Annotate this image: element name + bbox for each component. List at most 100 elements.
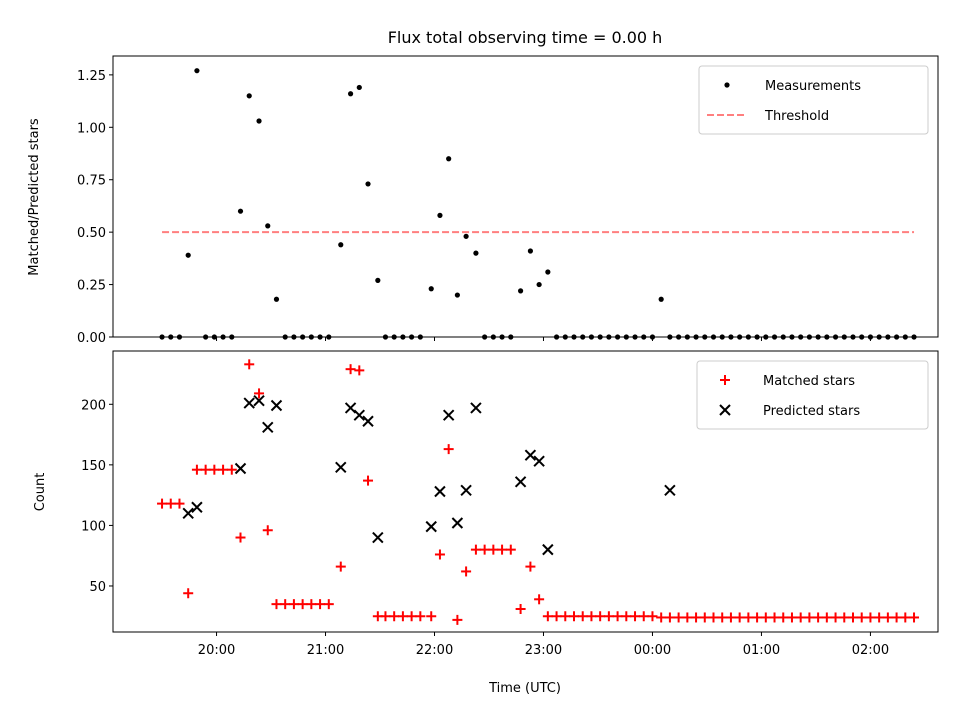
measurement-point [338, 242, 344, 248]
matched-star-marker [165, 498, 176, 509]
bottom-x-tick-label: 23:00 [525, 643, 562, 658]
legend-entry-label: Predicted stars [763, 404, 860, 419]
matched-star-marker [534, 594, 545, 605]
matched-star-marker [743, 612, 754, 623]
marker-stroke [533, 455, 545, 467]
matched-star-marker [603, 611, 614, 622]
matched-star-marker [226, 464, 237, 475]
matched-star-marker [909, 612, 920, 623]
matched-star-marker [778, 612, 789, 623]
top-axes: 0.00 0.25 0.50 0.75 1.00 1.25 Measurements Thre… [77, 55, 939, 346]
measurement-point [841, 334, 847, 340]
measurement-point [789, 334, 795, 340]
predicted-star-marker [344, 402, 357, 414]
predicted-star-marker [253, 394, 265, 407]
predicted-star-marker [442, 409, 455, 421]
measurement-point [771, 334, 778, 340]
matched-star-marker [708, 612, 719, 623]
predicted-star-marker [460, 484, 472, 496]
matched-star-marker [725, 612, 736, 623]
matched-star-marker [254, 388, 265, 399]
measurement-point [237, 208, 244, 214]
matched-star-marker [426, 611, 437, 622]
marker-stroke [262, 421, 274, 434]
measurement-point [536, 281, 542, 288]
matched-star-marker [891, 612, 902, 623]
measurement-point [300, 334, 306, 340]
bottom-axes: 50 100 150 200 20:00 21:00 22:00 23:00 00:00 01:0… [81, 350, 939, 658]
matched-star-marker [551, 611, 562, 622]
predicted-star-marker [362, 415, 374, 427]
matched-star-marker [821, 612, 832, 623]
marker-stroke [362, 415, 374, 427]
measurement-point [246, 93, 252, 99]
bottom-x-tick-label: 21:00 [307, 643, 344, 658]
matched-star-marker [699, 612, 710, 623]
measurement-point [211, 334, 217, 340]
bottom-y-tick-label: 200 [81, 398, 106, 413]
legend-box [698, 65, 929, 135]
matched-star-marker [568, 611, 579, 622]
marker-stroke [451, 517, 464, 529]
measurement-point [876, 334, 882, 340]
x-axis-label: Time (UTC) [488, 681, 561, 696]
top-y-tick-label: 1.25 [77, 69, 106, 84]
measurement-point [780, 334, 786, 340]
matched-star-marker [515, 603, 526, 614]
measurement-point [684, 334, 690, 340]
matched-star-marker [847, 612, 858, 623]
measurement-point [867, 334, 874, 340]
measurement-point [517, 288, 524, 294]
matched-star-marker [244, 359, 255, 370]
matched-star-marker [882, 612, 893, 623]
measurement-point [676, 334, 682, 340]
top-y-tick-label: 0.00 [77, 331, 106, 346]
marker-stroke [460, 484, 472, 496]
marker-stroke [335, 461, 347, 473]
matched-star-marker [497, 544, 508, 555]
matched-star-marker [525, 561, 536, 572]
predicted-star-marker [533, 455, 545, 467]
measurement-point [428, 286, 434, 292]
measurement-point [168, 334, 174, 340]
legend-box [696, 360, 929, 430]
measurement-point [658, 296, 664, 302]
matched-star-marker [200, 464, 211, 475]
measurement-point [693, 334, 699, 340]
matched-star-marker [856, 612, 867, 623]
matched-star-marker [865, 612, 876, 623]
bottom-x-tick-label: 22:00 [416, 643, 453, 658]
measurement-point [446, 156, 452, 162]
measurement-point [317, 334, 323, 340]
top-legend: Measurements Threshold [698, 65, 929, 135]
measurement-point [649, 334, 656, 340]
measurement-point [902, 334, 908, 340]
predicted-star-marker [191, 501, 203, 513]
measurement-point [356, 84, 362, 91]
top-y-tick-label: 0.75 [77, 174, 106, 189]
measurement-point [623, 334, 629, 340]
series-predicted-stars [182, 394, 676, 556]
measurement-point [614, 334, 621, 340]
measurement-point [400, 334, 406, 340]
matched-star-marker [595, 611, 606, 622]
measurement-point [185, 252, 191, 258]
matched-star-marker [280, 599, 291, 610]
matched-star-marker [769, 612, 780, 623]
matched-star-marker [288, 599, 299, 610]
marker-stroke [434, 485, 446, 498]
matched-star-marker [397, 611, 408, 622]
measurement-point [391, 334, 397, 340]
measurement-point [220, 334, 226, 340]
matched-star-marker [673, 612, 684, 623]
matched-star-marker [612, 611, 623, 622]
measurement-point [632, 334, 638, 340]
measurement-point [454, 292, 460, 298]
matched-star-marker [183, 588, 194, 599]
measurement-point [667, 334, 673, 340]
measurement-point [893, 334, 900, 340]
marker-stroke [243, 397, 255, 409]
matched-star-marker [795, 612, 806, 623]
marker-stroke [344, 402, 357, 414]
matched-star-marker [297, 599, 308, 610]
